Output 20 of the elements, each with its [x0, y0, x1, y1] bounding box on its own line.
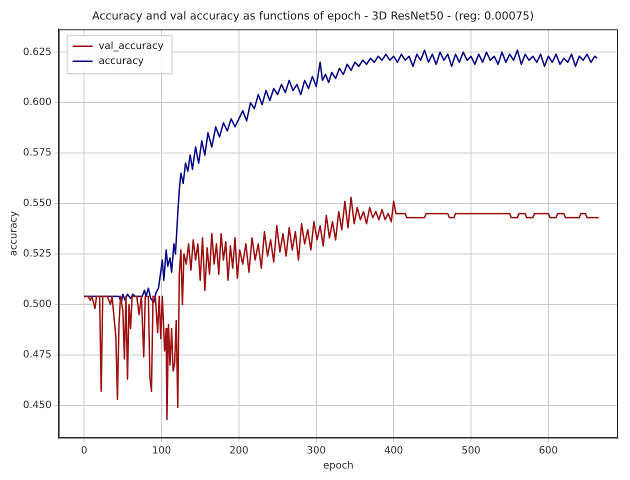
- y-tick-label: 0.625: [22, 46, 52, 58]
- y-tick-label: 0.475: [22, 349, 52, 360]
- legend-label: accuracy: [98, 56, 144, 67]
- x-tick-label: 400: [384, 446, 404, 457]
- x-axis-title: epoch: [323, 460, 354, 472]
- y-tick-label: 0.525: [22, 248, 52, 260]
- y-tick-label: 0.550: [22, 198, 52, 210]
- x-tick-label: 200: [229, 446, 248, 457]
- x-tick-label: 500: [461, 446, 481, 457]
- y-axis-title: accuracy: [8, 210, 20, 256]
- chart-title: Accuracy and val accuracy as functions of epoch - 3D ResNet50 - (reg: 0.00075): [92, 9, 534, 22]
- y-tick-label: 0.500: [22, 299, 52, 310]
- y-tick-label: 0.575: [22, 148, 52, 159]
- y-tick-label: 0.450: [22, 400, 52, 411]
- x-tick-label: 100: [152, 446, 172, 457]
- legend-label: val_accuracy: [98, 40, 164, 52]
- y-tick-label: 0.600: [22, 97, 52, 108]
- x-tick-label: 0: [80, 446, 88, 457]
- x-tick-label: 600: [538, 446, 558, 457]
- x-tick-label: 300: [306, 446, 326, 457]
